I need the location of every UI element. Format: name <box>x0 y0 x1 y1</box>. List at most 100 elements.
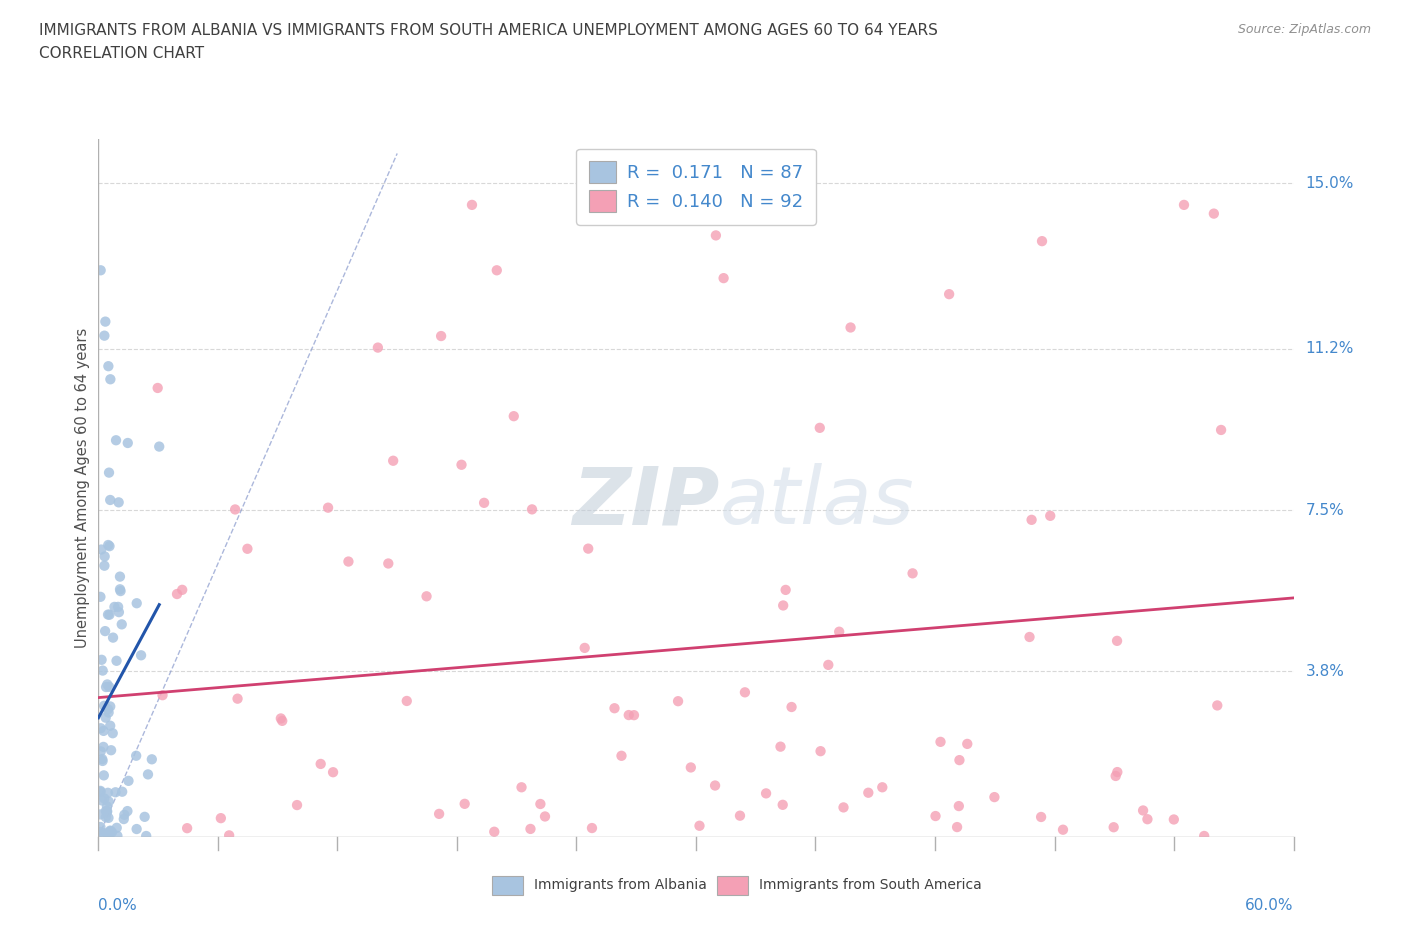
Point <box>89 825 111 840</box>
Point <box>94 314 117 329</box>
Point <box>1102 819 1125 834</box>
Point <box>938 286 960 301</box>
Point <box>93 549 115 564</box>
Point <box>948 799 970 814</box>
Point <box>377 556 399 571</box>
Point <box>322 764 344 779</box>
Point <box>89 807 111 822</box>
Point <box>1105 633 1128 648</box>
Point <box>772 797 794 812</box>
Point <box>98 465 121 480</box>
Point <box>125 821 148 836</box>
Point <box>534 809 557 824</box>
Text: Immigrants from Albania: Immigrants from Albania <box>534 878 707 893</box>
Point <box>93 698 115 713</box>
Point <box>485 263 508 278</box>
Point <box>97 810 120 825</box>
Point <box>271 713 294 728</box>
Point <box>93 739 115 754</box>
Point <box>817 658 839 672</box>
Point <box>125 749 148 764</box>
Point <box>94 711 117 725</box>
Point <box>728 808 751 823</box>
Point <box>98 538 121 553</box>
Point <box>108 604 131 619</box>
Point <box>367 340 389 355</box>
Point <box>111 617 134 631</box>
Point <box>427 806 450 821</box>
Point <box>90 744 112 759</box>
Point <box>734 684 756 699</box>
Point <box>395 694 418 709</box>
Point <box>839 320 862 335</box>
Point <box>107 600 129 615</box>
Point <box>93 558 115 573</box>
Point <box>166 587 188 602</box>
Point <box>96 804 118 819</box>
Point <box>285 798 308 813</box>
Point <box>755 786 778 801</box>
Point <box>172 582 194 597</box>
Point <box>98 699 121 714</box>
Point <box>1039 509 1062 524</box>
Point <box>152 688 174 703</box>
Point <box>108 582 131 597</box>
Point <box>134 809 156 824</box>
Point <box>769 739 792 754</box>
Point <box>450 458 472 472</box>
Point <box>90 721 112 736</box>
Point <box>775 582 797 597</box>
Point <box>581 820 603 835</box>
Point <box>576 541 599 556</box>
Point <box>689 818 711 833</box>
Point <box>97 785 120 800</box>
Point <box>104 785 127 800</box>
Point <box>1202 206 1225 221</box>
Point <box>1192 829 1215 844</box>
Point <box>520 502 543 517</box>
Point <box>226 691 249 706</box>
Text: 11.2%: 11.2% <box>1305 341 1354 356</box>
Point <box>309 756 332 771</box>
Point <box>224 502 246 517</box>
Point <box>810 744 832 759</box>
Text: atlas: atlas <box>720 463 915 541</box>
Point <box>1136 812 1159 827</box>
Point <box>666 694 689 709</box>
Point <box>108 569 131 584</box>
Point <box>91 751 114 766</box>
Point <box>101 725 124 740</box>
Point <box>956 737 979 751</box>
Point <box>97 702 120 717</box>
Point <box>110 584 132 599</box>
Point <box>96 826 118 841</box>
Point <box>97 607 120 622</box>
Point <box>98 493 121 508</box>
Point <box>983 790 1005 804</box>
Point <box>96 799 118 814</box>
Point <box>93 724 115 738</box>
Point <box>112 812 135 827</box>
Point <box>337 554 360 569</box>
Point <box>97 828 120 843</box>
Point <box>1206 698 1229 713</box>
Point <box>872 780 894 795</box>
Point <box>502 409 524 424</box>
Point <box>90 263 112 278</box>
Point <box>832 800 855 815</box>
Point <box>453 796 475 811</box>
Point <box>135 829 157 844</box>
Point <box>117 774 139 789</box>
Text: 60.0%: 60.0% <box>1246 898 1294 913</box>
Legend: R =  0.171   N = 87, R =  0.140   N = 92: R = 0.171 N = 87, R = 0.140 N = 92 <box>576 149 815 225</box>
Point <box>484 824 506 839</box>
Point <box>90 542 112 557</box>
Point <box>472 496 495 511</box>
Point <box>529 797 551 812</box>
Point <box>112 807 135 822</box>
Point <box>382 453 405 468</box>
Point <box>93 768 115 783</box>
Point <box>93 826 115 841</box>
Point <box>209 811 232 826</box>
Point <box>105 820 128 835</box>
